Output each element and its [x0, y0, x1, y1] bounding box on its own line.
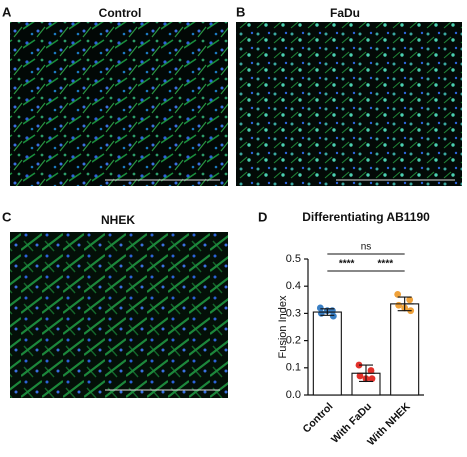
micrograph [236, 22, 462, 186]
panel-title: NHEK [101, 213, 135, 227]
data-point [395, 301, 403, 309]
y-tick-label: 0.1 [286, 362, 301, 374]
data-point [356, 372, 364, 380]
data-point [394, 290, 402, 298]
error-bar [318, 308, 337, 316]
data-point [329, 312, 337, 320]
chart-title: Differentiating AB1190 [302, 210, 430, 224]
data-point [367, 367, 375, 374]
bar [312, 311, 342, 396]
y-tick-label: 0.4 [286, 280, 301, 292]
panel-letter: D [258, 209, 267, 224]
data-point [406, 296, 414, 304]
significance-label: **** [378, 259, 394, 270]
y-tick-label: 0.5 [286, 253, 301, 265]
micrograph [10, 22, 228, 186]
data-point [316, 304, 324, 312]
panel-title: Control [99, 6, 142, 20]
panel-letter: B [236, 4, 245, 19]
significance-label: **** [339, 259, 355, 270]
panel-letter: C [2, 209, 12, 224]
significance-label: ns [361, 242, 372, 253]
bar [390, 303, 420, 396]
error-bar [395, 296, 414, 312]
panel-title: FaDu [330, 6, 360, 20]
x-tick-label: Control [301, 401, 336, 436]
y-axis-label: Fusion Index [277, 295, 289, 358]
y-tick-label: 0.3 [286, 307, 301, 319]
micrograph [10, 232, 228, 398]
y-tick-label: 0.2 [286, 335, 301, 347]
error-bar [357, 364, 375, 382]
y-tick-label: 0.0 [286, 389, 301, 401]
data-point [368, 375, 376, 383]
panel-letter: A [2, 4, 12, 19]
